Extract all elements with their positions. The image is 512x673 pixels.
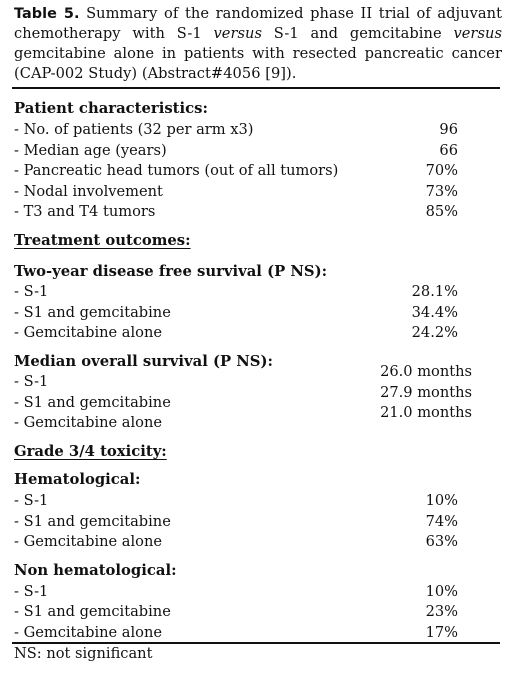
table-row: - S-1 10%	[14, 491, 458, 511]
row-value: 28.1%	[411, 283, 458, 300]
table-row: - S-1 28.1%	[14, 282, 458, 302]
row-label: - Gemcitabine alone	[14, 533, 162, 550]
row-label: - Nodal involvement	[14, 182, 163, 200]
row-value: 66	[439, 141, 458, 159]
row-value: 10%	[425, 582, 458, 600]
caption-text-1: Summary of the randomized phase II trial…	[14, 5, 502, 42]
table-row: - Gemcitabine alone 24.2%	[14, 323, 458, 343]
row-label: - S1 and gemcitabine	[14, 512, 171, 530]
row-value: 96	[439, 121, 458, 138]
table-caption: Table 5. Summary of the randomized phase…	[14, 4, 502, 84]
row-label: - Gemcitabine alone	[14, 324, 162, 341]
table-row: - Gemcitabine alone 17%	[14, 623, 458, 643]
table-row: - S1 and gemcitabine 34.4%	[14, 303, 458, 323]
table-row: - S-1	[14, 372, 458, 392]
row-value: 17%	[425, 623, 458, 641]
row-value: 10%	[425, 492, 458, 509]
overall-survival-heading: Median overall survival (P NS):	[14, 353, 273, 370]
row-value: 27.9 months	[380, 383, 472, 401]
caption-text-2: S-1 and gemcitabine	[262, 25, 454, 42]
row-label: - S1 and gemcitabine	[14, 603, 171, 620]
table-row: - Nodal involvement 73%	[14, 182, 458, 202]
non-hematological-heading: Non hematological:	[14, 562, 177, 579]
row-label: - No. of patients (32 per arm x3)	[14, 121, 254, 138]
bottom-rule	[12, 642, 500, 644]
dfs-heading: Two-year disease free survival (P NS):	[14, 263, 328, 280]
table-row: - S-1 10%	[14, 582, 458, 602]
table-row: - No. of patients (32 per arm x3) 96	[14, 120, 458, 140]
caption-versus-2: versus	[453, 25, 502, 42]
row-label: - S1 and gemcitabine	[14, 303, 171, 321]
row-label: - S-1	[14, 373, 49, 390]
row-label: - Pancreatic head tumors (out of all tum…	[14, 162, 339, 179]
row-value: 34.4%	[411, 303, 458, 321]
table-row: - S1 and gemcitabine 74%	[14, 512, 458, 532]
table-row: - Pancreatic head tumors (out of all tum…	[14, 161, 458, 181]
caption-versus-1: versus	[213, 25, 263, 42]
row-value: 24.2%	[411, 324, 458, 341]
row-label: - S-1	[14, 283, 49, 300]
overall-survival-values: 26.0 months 27.9 months 21.0 months	[380, 362, 472, 424]
table-row: - S1 and gemcitabine 23%	[14, 602, 458, 622]
row-label: - Gemcitabine alone	[14, 414, 162, 431]
row-value: 74%	[425, 512, 458, 530]
row-label: - S-1	[14, 492, 49, 509]
caption-text-3: gemcitabine alone in patients with resec…	[14, 45, 502, 82]
row-label: - T3 and T4 tumors	[14, 203, 156, 220]
row-value: 23%	[425, 603, 458, 620]
row-value: 26.0 months	[380, 363, 472, 380]
table-footnote: NS: not significant	[14, 645, 153, 662]
row-value: 21.0 months	[380, 404, 472, 421]
row-value: 70%	[425, 162, 458, 179]
row-value: 85%	[425, 203, 458, 220]
row-label: - Gemcitabine alone	[14, 623, 162, 641]
row-label: - Median age (years)	[14, 141, 167, 159]
table-row: - Median age (years) 66	[14, 141, 458, 161]
row-label: - S-1	[14, 582, 49, 600]
hematological-heading: Hematological:	[14, 471, 141, 488]
table-row: - Gemcitabine alone 63%	[14, 532, 458, 552]
table-row: - Gemcitabine alone	[14, 413, 458, 433]
row-value: 63%	[425, 533, 458, 550]
treatment-outcomes-heading: Treatment outcomes:	[14, 232, 191, 249]
top-rule	[12, 87, 500, 89]
table-row: - T3 and T4 tumors 85%	[14, 202, 458, 222]
toxicity-heading: Grade 3/4 toxicity:	[14, 443, 167, 460]
row-value: 73%	[425, 182, 458, 200]
row-label: - S1 and gemcitabine	[14, 393, 171, 411]
patient-characteristics-heading: Patient characteristics:	[14, 100, 208, 117]
table-row: - S1 and gemcitabine	[14, 393, 458, 413]
table-label: Table 5.	[14, 6, 80, 22]
